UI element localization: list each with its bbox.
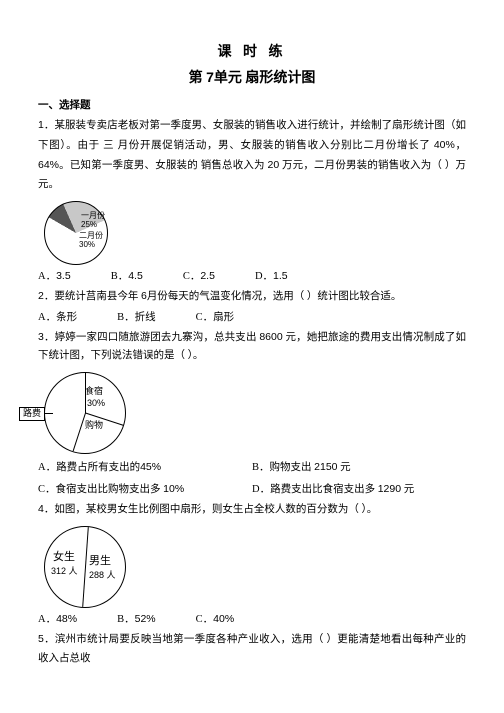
q4-options: A．48% B．52% C．40% [38, 610, 466, 630]
title-line2: 第 7单元 扇形统计图 [38, 65, 466, 91]
q2-text: 2．要统计莒南县今年 6月份每天的气温变化情况，选用（ ）统计图比较合适。 [38, 287, 466, 307]
q4-figure: 女生 312 人 男生 288 人 [44, 526, 466, 608]
q4-c-v: 40% [213, 613, 234, 625]
q3-opt-b: B．购物支出 2150 元 [252, 458, 466, 478]
title2-suf: 单元 扇形统计图 [214, 71, 316, 86]
q3-road: 路费 [19, 407, 45, 421]
q3-a: 婷婷一家四口随旅游团去九寨沟，总共支出 [55, 332, 260, 343]
q1-c: 已知第一季度男、女服装的 销售总收入为 [70, 160, 268, 171]
q1-20: 20 [268, 159, 280, 171]
q2-a: 要统计莒南县今年 [54, 291, 141, 302]
section-heading: 一、选择题 [38, 97, 466, 116]
q1-pie: 一月份 25% 二月份 30% [44, 201, 108, 265]
q1-pie-label-b: 二月份 30% [79, 232, 103, 250]
q1-opt-d: D．1.5 [255, 267, 288, 287]
q3-d-t: 路费支出比食宿支出多 [270, 484, 378, 495]
q4-opt-c: C．40% [196, 610, 235, 630]
q2-options: A．条形 B．折线 C．扇形 [38, 309, 466, 328]
title2-num: 7 [206, 69, 214, 85]
q3-d-v: 1290 [378, 483, 401, 495]
q1-b: 三 月份开展促销活动，男、女服装的销售收入分别比二月份增长了 [103, 140, 434, 151]
q3-a-v: 45% [140, 461, 161, 473]
q3-food-pct: 30% [87, 399, 105, 409]
q3-pie: 食宿 30% 购物 路费 [44, 372, 126, 454]
q3-a-t: 路费占所有支出的 [56, 462, 140, 473]
q1-s1: ， [455, 140, 466, 151]
q2-opt-b: B．折线 [117, 309, 156, 328]
q3-options: A．路费占所有支出的45% B．购物支出 2150 元 C．食宿支出比购物支出多… [38, 456, 466, 500]
q2-b: 月份每天的气温变化情况，选用（ ）统计图比较合适。 [147, 291, 402, 302]
q5-num: 5． [38, 633, 55, 645]
q3-food: 食宿 [85, 387, 103, 397]
title2-pre: 第 [189, 71, 207, 86]
q4-opt-a: A．48% [38, 610, 77, 630]
q3-shop: 购物 [85, 421, 103, 431]
q1-text: 1．某服装专卖店老板对第一季度男、女服装的销售收入进行统计，并绘制了扇形统计图（… [38, 116, 466, 195]
q3-opt-d: D．路费支出比食宿支出多 1290 元 [252, 480, 466, 500]
q1-opt-c: C．2.5 [183, 267, 215, 287]
q4-num: 4． [38, 503, 54, 515]
q3-opt-c: C．食宿支出比购物支出多 10% [38, 480, 252, 500]
q3-b-v: 2150 [314, 461, 337, 473]
q4-opt-b: B．52% [117, 610, 156, 630]
q3-b-u: 元 [340, 462, 351, 473]
q5-t: 滨州市统计局要反映当地第一季度各种产业收入，选用（ ）更能清楚地看出每种产业的收… [38, 634, 466, 664]
q1-d-v: 1.5 [273, 270, 288, 282]
q3-opt-a: A．路费占所有支出的45% [38, 458, 252, 478]
q1-c-v: 2.5 [200, 270, 215, 282]
q2-a-v: 条形 [56, 312, 77, 323]
title-line1: 课 时 练 [38, 40, 466, 65]
q1-pie-a-p: 25% [81, 220, 97, 229]
q1-pc1: 40% [434, 139, 455, 151]
q2-b-v: 折线 [135, 312, 156, 323]
q4-boy: 男生 [89, 555, 111, 567]
q1-options: A．3.5 B．4.5 C．2.5 D．1.5 [38, 267, 466, 287]
q1-b-v: 4.5 [128, 270, 143, 282]
q4-text: 4．如图，某校男女生比例图中扇形，则女生占全校人数的百分数为（ ）。 [38, 500, 466, 520]
q5-text: 5．滨州市统计局要反映当地第一季度各种产业收入，选用（ ）更能清楚地看出每种产业… [38, 630, 466, 669]
q1-figure: 一月份 25% 二月份 30% [44, 201, 466, 265]
q1-pie-a-t: 一月份 [81, 211, 105, 220]
q1-opt-b: B．4.5 [111, 267, 143, 287]
q2-c-v: 扇形 [213, 312, 234, 323]
q3-text: 3．婷婷一家四口随旅游团去九寨沟，总共支出 8600 元，她把旅途的费用支出情况… [38, 328, 466, 367]
q1-num: 1． [38, 119, 54, 131]
q2-num: 2． [38, 290, 54, 302]
q1-pie-b-p: 30% [79, 240, 95, 249]
q3-num: 3． [38, 331, 55, 343]
q1-pc2: 64% [38, 159, 59, 171]
q3-b-t: 购物支出 [270, 462, 315, 473]
q1-opt-a: A．3.5 [38, 267, 71, 287]
q3-figure: 食宿 30% 购物 路费 [44, 372, 466, 454]
q3-c-v: 10% [163, 483, 184, 495]
q1-pie-b-t: 二月份 [79, 231, 103, 240]
q1-pie-label-a: 一月份 25% [81, 212, 105, 230]
q4-a-v: 48% [56, 613, 77, 625]
q1-a-v: 3.5 [56, 270, 71, 282]
q4-boy-n: 288 人 [89, 571, 116, 581]
q4-pie: 女生 312 人 男生 288 人 [44, 526, 126, 608]
q4-girl: 女生 [53, 551, 75, 563]
q4-line [82, 527, 89, 607]
q4-girl-n: 312 人 [51, 567, 78, 577]
q4-b-v: 52% [135, 613, 156, 625]
q4-t: 如图，某校男女生比例图中扇形，则女生占全校人数的百分数为（ ）。 [54, 504, 377, 515]
q1-s2: 。 [59, 160, 70, 171]
q3-d-u: 元 [404, 484, 415, 495]
q2-opt-c: C．扇形 [196, 309, 235, 328]
q3-v: 8600 [259, 331, 282, 343]
q3-c-t: 食宿支出比购物支出多 [56, 484, 164, 495]
q2-opt-a: A．条形 [38, 309, 77, 328]
q3-l3 [73, 413, 86, 451]
